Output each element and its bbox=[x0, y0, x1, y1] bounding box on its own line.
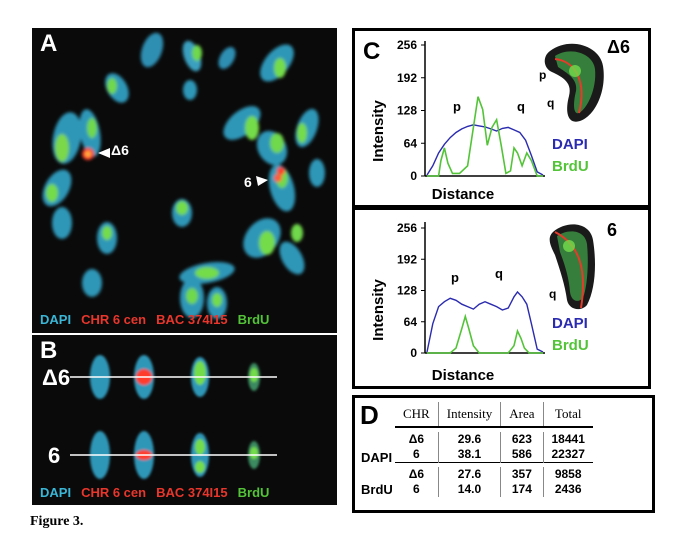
panel-b-legend: DAPI CHR 6 cen BAC 374I15 BrdU bbox=[40, 485, 279, 500]
panel-d-letter: D bbox=[360, 400, 379, 430]
row-label-delta6: Δ6 bbox=[42, 365, 71, 390]
row-label-6: 6 bbox=[48, 443, 61, 468]
cell-chr: 6 bbox=[413, 482, 420, 496]
c-top-legend-dapi: DAPI bbox=[552, 136, 588, 153]
cell-area: 623 bbox=[500, 432, 543, 447]
c-top-brdu-line bbox=[427, 96, 543, 177]
c-top-legend-brdu: BrdU bbox=[552, 158, 589, 175]
cell-intensity: 14.0 bbox=[437, 482, 501, 497]
delta6-intensity-chart: C Intensity Distance 256 192 128 64 0 p q DA… bbox=[363, 37, 630, 203]
c-bottom-arm-p: p bbox=[451, 270, 459, 285]
header-area: Area bbox=[500, 402, 543, 428]
ytick-label: 0 bbox=[410, 169, 417, 183]
c-top-ytick-labels: 256 192 128 64 0 bbox=[397, 38, 425, 183]
panel-a-letter: A bbox=[40, 30, 58, 57]
metaphase-spread-image bbox=[42, 32, 325, 319]
ytick-label: 192 bbox=[397, 252, 417, 266]
legend-brdu: BrdU bbox=[237, 312, 270, 327]
cell-intensity: 27.6 bbox=[437, 467, 501, 482]
ytick-label: 256 bbox=[397, 221, 417, 235]
measurement-table: CHR Intensity Area Total Δ6 29.6 623 184… bbox=[395, 402, 593, 497]
cell-total: 18441 bbox=[542, 432, 593, 447]
c-top-xlabel: Distance bbox=[432, 186, 495, 203]
cell-area: 357 bbox=[500, 467, 543, 482]
c-bottom-arm-q: q bbox=[495, 266, 503, 281]
ytick-label: 64 bbox=[404, 136, 418, 150]
panel-c-chr6-profile: Intensity Distance 256 192 128 64 0 p q DAPI… bbox=[352, 207, 651, 389]
panel-c-letter: C bbox=[363, 38, 380, 65]
header-chr: CHR bbox=[395, 402, 439, 428]
ytick-label: 128 bbox=[397, 284, 417, 298]
c-bottom-legend-brdu: BrdU bbox=[552, 337, 589, 354]
legend-bac: BAC 374I15 bbox=[156, 485, 228, 500]
cell-intensity: 38.1 bbox=[437, 447, 501, 463]
panel-a-legend: DAPI CHR 6 cen BAC 374I15 BrdU bbox=[40, 312, 279, 327]
legend-dapi: DAPI bbox=[40, 485, 72, 500]
ytick-label: 64 bbox=[404, 315, 418, 329]
panel-a-micrograph: A Δ6 6 DAPI CHR 6 cen BAC 374I15 BrdU bbox=[32, 28, 337, 333]
c-top-inset-p: p bbox=[539, 68, 546, 82]
table-divider bbox=[395, 462, 593, 467]
header-total: Total bbox=[542, 402, 593, 428]
cell-area: 586 bbox=[500, 447, 543, 463]
legend-bac: BAC 374I15 bbox=[156, 312, 228, 327]
cell-chr: 6 bbox=[413, 447, 420, 461]
group-label-dapi: DAPI bbox=[361, 450, 393, 465]
chr6-chromosome-inset-image bbox=[549, 224, 595, 310]
panel-d-table: D DAPI BrdU CHR Intensity Area Total Δ6 … bbox=[352, 395, 655, 513]
chr6-intensity-chart: Intensity Distance 256 192 128 64 0 p q DAPI… bbox=[370, 220, 617, 384]
table-header-row: CHR Intensity Area Total bbox=[395, 402, 593, 428]
c-bottom-title: 6 bbox=[607, 220, 617, 240]
c-bottom-dapi-line bbox=[426, 290, 544, 353]
figure-caption: Figure 3. bbox=[30, 514, 84, 529]
ytick-label: 0 bbox=[410, 346, 417, 360]
ytick-label: 256 bbox=[397, 38, 417, 52]
delta6-arrow-icon bbox=[98, 148, 110, 158]
chr6-label: 6 bbox=[244, 174, 252, 190]
panel-b-micrograph: B Δ6 6 DAPI CHR 6 cen BAC 374I15 BrdU bbox=[32, 335, 337, 505]
table-row: 6 14.0 174 2436 bbox=[395, 482, 593, 497]
header-intensity: Intensity bbox=[437, 402, 501, 428]
c-top-arm-p: p bbox=[453, 99, 461, 114]
c-bottom-ytick-labels: 256 192 128 64 0 bbox=[397, 221, 425, 360]
chromosome-comparison-image bbox=[70, 355, 277, 479]
panel-c-delta6-profile: C Intensity Distance 256 192 128 64 0 p q DA… bbox=[352, 28, 651, 208]
chromosome-spread bbox=[42, 32, 325, 319]
legend-cen: CHR 6 cen bbox=[81, 485, 147, 500]
c-top-title: Δ6 bbox=[607, 37, 630, 57]
c-bottom-brdu-line bbox=[427, 313, 543, 354]
ytick-label: 192 bbox=[397, 71, 417, 85]
table-row: Δ6 27.6 357 9858 bbox=[395, 467, 593, 482]
table-row: 6 38.1 586 22327 bbox=[395, 447, 593, 463]
cell-total: 22327 bbox=[542, 447, 593, 463]
table-row: Δ6 29.6 623 18441 bbox=[395, 432, 593, 447]
c-bottom-legend-dapi: DAPI bbox=[552, 315, 588, 332]
c-bottom-inset-q: q bbox=[549, 287, 556, 301]
cell-chr: Δ6 bbox=[408, 467, 425, 481]
delta6-label: Δ6 bbox=[111, 142, 129, 158]
chr6-arrow-icon bbox=[256, 176, 268, 186]
c-bottom-xlabel: Distance bbox=[432, 367, 495, 384]
c-top-arm-q: q bbox=[517, 99, 525, 114]
panel-b-letter: B bbox=[40, 337, 58, 364]
c-bottom-ylabel: Intensity bbox=[370, 279, 387, 341]
cell-total: 2436 bbox=[542, 482, 593, 497]
legend-dapi: DAPI bbox=[40, 312, 72, 327]
group-label-brdu: BrdU bbox=[361, 482, 393, 497]
ytick-label: 128 bbox=[397, 104, 417, 118]
cell-total: 9858 bbox=[542, 467, 593, 482]
legend-cen: CHR 6 cen bbox=[81, 312, 147, 327]
legend-brdu: BrdU bbox=[237, 485, 270, 500]
cell-chr: Δ6 bbox=[408, 432, 425, 446]
cell-area: 174 bbox=[500, 482, 543, 497]
c-top-inset-q: q bbox=[547, 96, 554, 110]
cell-intensity: 29.6 bbox=[437, 432, 501, 447]
delta6-chromosome-inset-image bbox=[544, 43, 604, 122]
c-top-ylabel: Intensity bbox=[370, 100, 387, 162]
